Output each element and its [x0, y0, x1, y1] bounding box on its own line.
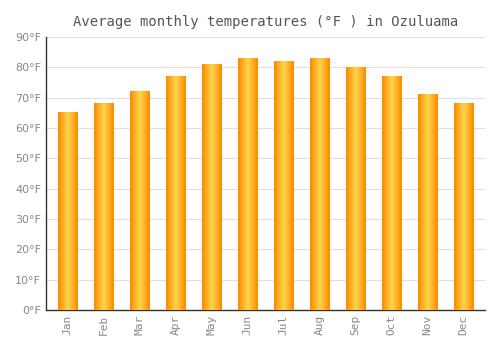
Title: Average monthly temperatures (°F ) in Ozuluama: Average monthly temperatures (°F ) in Oz…	[73, 15, 458, 29]
